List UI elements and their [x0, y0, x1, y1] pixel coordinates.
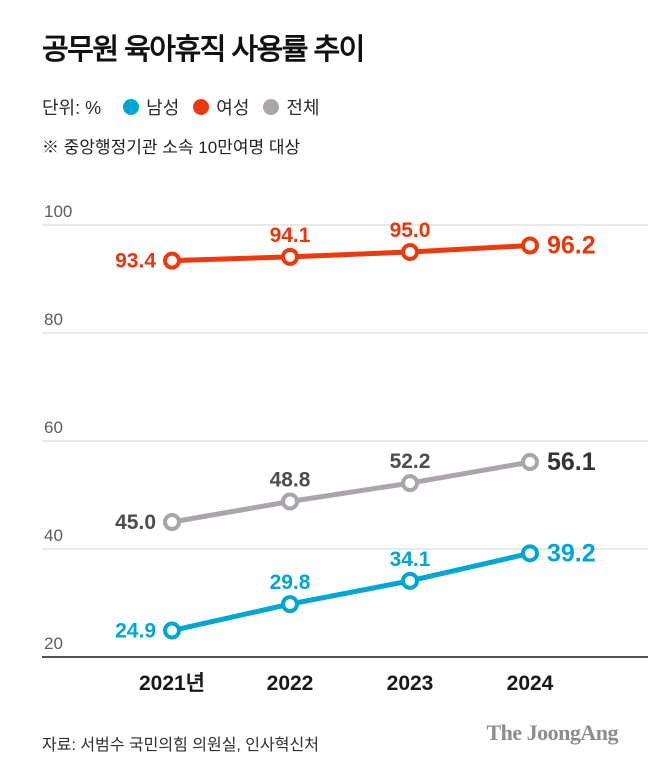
data-point [521, 453, 539, 472]
y-tick-label: 100 [44, 202, 72, 221]
x-tick-label: 2021년 [139, 672, 205, 695]
series-line-남성 [169, 550, 533, 634]
y-tick-label: 60 [44, 418, 63, 437]
y-tick-label: 80 [44, 310, 63, 329]
data-label: 56.1 [547, 448, 596, 476]
page-title: 공무원 육아휴직 사용률 추이 [42, 34, 365, 66]
data-label: 93.4 [115, 250, 156, 273]
y-tick-label: 20 [44, 634, 63, 653]
data-label: 95.0 [390, 219, 431, 242]
data-point [163, 621, 181, 640]
data-point [401, 243, 419, 261]
data-point [163, 251, 181, 270]
data-point [521, 544, 539, 563]
legend-item-male: 남성 [123, 94, 179, 120]
source-credit: 자료: 서범수 국민의힘 의원실, 인사혁신처 [42, 737, 319, 754]
legend-label-male: 남성 [146, 98, 180, 118]
x-tick-label: 2022 [267, 672, 314, 695]
joongang-logo: The JoongAng [486, 720, 618, 745]
data-point [521, 236, 539, 255]
male-series-dot-icon [123, 99, 140, 115]
data-label: 94.1 [270, 224, 311, 247]
data-label: 24.9 [115, 620, 156, 643]
data-label: 45.0 [115, 511, 156, 534]
data-label: 48.8 [270, 468, 311, 491]
total-series-dot-icon [263, 99, 280, 115]
unit-label: 단위: % [42, 98, 102, 118]
x-tick-label: 2023 [387, 672, 434, 695]
data-label: 29.8 [270, 571, 311, 594]
legend-label-female: 여성 [216, 98, 250, 118]
data-point [281, 492, 299, 511]
legend-item-total: 전체 [263, 94, 320, 120]
data-label: 39.2 [547, 539, 596, 567]
legend: 단위: % 남성 여성 전체 [42, 94, 320, 120]
data-point [401, 571, 419, 590]
data-label: 96.2 [547, 232, 596, 260]
line-chart: 100 80 60 40 20 2021년 2022 2023 2024 24.9 29.8 34.1… [42, 202, 648, 695]
data-point [281, 595, 299, 614]
x-tick-label: 2024 [507, 672, 554, 695]
data-point [281, 247, 299, 266]
female-series-dot-icon [193, 99, 210, 115]
legend-item-female: 여성 [193, 94, 249, 120]
data-point [163, 513, 181, 531]
chart-note: ※ 중앙행정기관 소속 10만여명 대상 [42, 138, 301, 157]
series-line-전체 [169, 459, 533, 525]
data-label: 34.1 [390, 548, 431, 571]
legend-label-total: 전체 [286, 98, 320, 118]
data-label: 52.2 [390, 450, 431, 473]
series-line-여성 [169, 243, 533, 264]
y-tick-label: 40 [44, 526, 63, 545]
data-point [401, 474, 419, 493]
